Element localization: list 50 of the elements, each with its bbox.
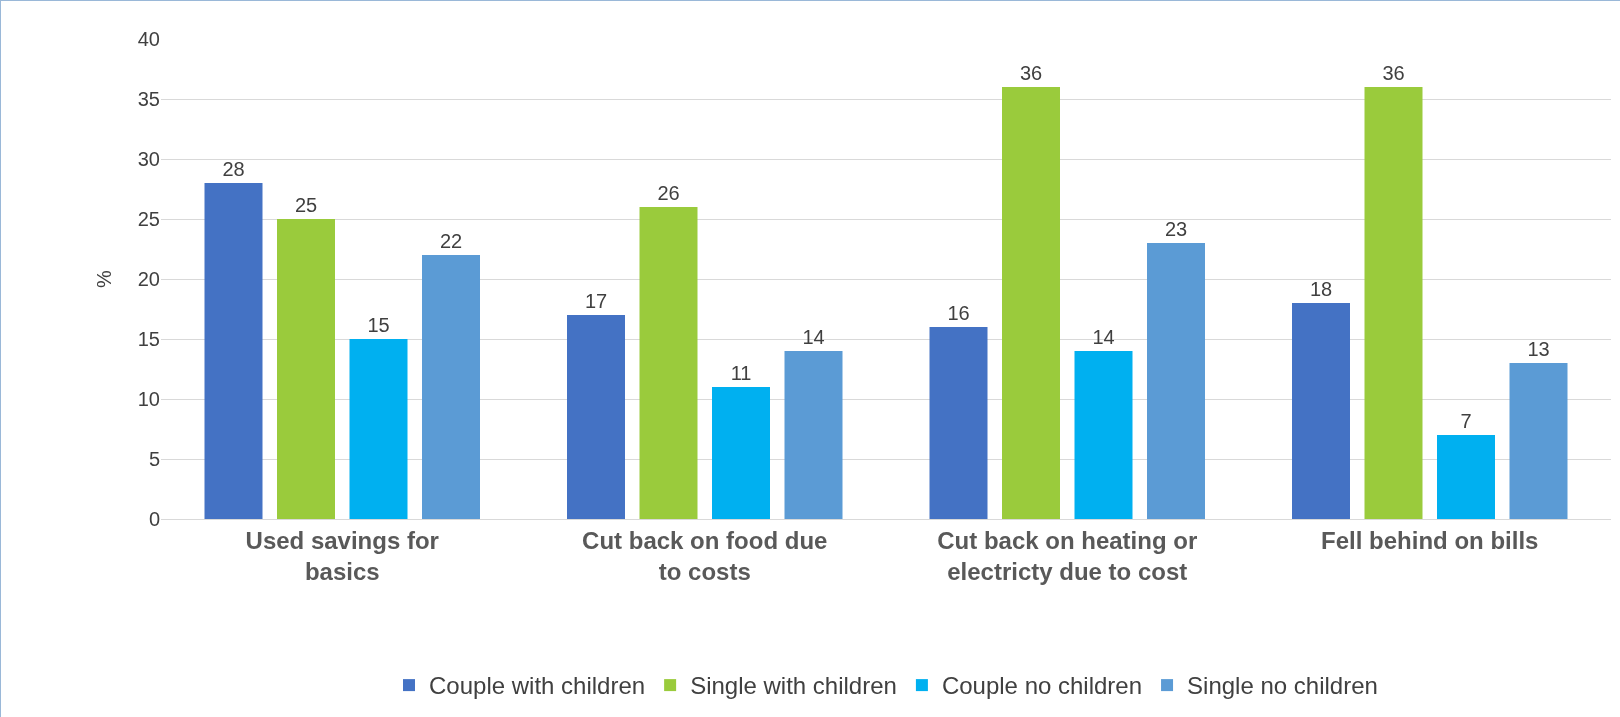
bar — [277, 219, 335, 519]
legend-label: Couple with children — [429, 672, 646, 700]
data-label: 16 — [947, 302, 970, 324]
x-tick-label: Used savings for basics — [245, 526, 439, 585]
data-label: 17 — [584, 290, 608, 312]
data-label: 25 — [294, 194, 318, 216]
bar — [784, 351, 843, 519]
legend-label: Single no children — [1187, 672, 1378, 700]
bar — [1364, 87, 1423, 519]
bar — [204, 183, 263, 519]
x-tick-label: Cut back on heating or electricty due to cost — [937, 526, 1198, 585]
x-tick-label: Fell behind on bills — [1321, 526, 1539, 554]
data-label: 36 — [1019, 62, 1043, 84]
bar — [1437, 435, 1495, 519]
data-label: 28 — [222, 158, 245, 180]
data-label: 7 — [1460, 410, 1472, 432]
legend-label: Single with children — [690, 672, 897, 700]
y-tick-label: 35 — [137, 88, 160, 110]
y-tick-label: 40 — [137, 28, 160, 50]
bar — [1292, 303, 1350, 519]
bar — [422, 255, 480, 519]
data-label: 15 — [367, 314, 390, 336]
data-label: 14 — [802, 326, 825, 348]
y-tick-label: 20 — [137, 268, 160, 290]
y-axis-title: % — [93, 269, 116, 288]
y-tick-label: 10 — [137, 388, 160, 410]
y-tick-label: 15 — [137, 328, 160, 350]
bar — [929, 327, 988, 519]
y-tick-label: 25 — [137, 208, 160, 230]
data-label: 26 — [657, 182, 680, 204]
bar — [712, 387, 770, 519]
y-tick-label: 0 — [148, 508, 160, 530]
legend-label: Couple no children — [941, 672, 1143, 700]
bar — [1002, 87, 1060, 519]
data-label: 36 — [1382, 62, 1405, 84]
bar — [639, 207, 698, 519]
bar — [1509, 363, 1568, 519]
data-label: 23 — [1164, 218, 1188, 240]
x-tick-label: Cut back on food due to costs — [582, 526, 828, 585]
data-label: 22 — [439, 230, 463, 252]
data-label: 11 — [730, 362, 752, 384]
bar — [1074, 351, 1133, 519]
y-tick-label: 5 — [148, 448, 160, 470]
data-label: 13 — [1527, 338, 1550, 360]
bar — [567, 315, 625, 519]
data-label: 18 — [1309, 278, 1333, 300]
data-label: 14 — [1092, 326, 1115, 348]
y-tick-label: 30 — [137, 148, 160, 170]
bar — [349, 339, 408, 519]
bar — [1147, 243, 1205, 519]
